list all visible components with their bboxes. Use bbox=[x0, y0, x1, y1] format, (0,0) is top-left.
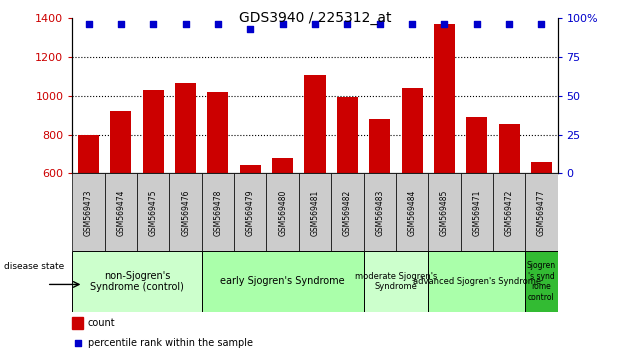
Bar bbox=[169, 173, 202, 251]
Text: GSM569476: GSM569476 bbox=[181, 189, 190, 236]
Bar bbox=[143, 90, 164, 290]
Bar bbox=[331, 173, 364, 251]
Text: GSM569478: GSM569478 bbox=[214, 189, 222, 236]
Bar bbox=[72, 251, 202, 312]
Text: non-Sjogren's
Syndrome (control): non-Sjogren's Syndrome (control) bbox=[90, 270, 184, 292]
Text: GSM569475: GSM569475 bbox=[149, 189, 158, 236]
Bar bbox=[498, 124, 520, 290]
Point bbox=[310, 21, 320, 27]
Bar bbox=[175, 83, 196, 290]
Text: count: count bbox=[88, 318, 115, 329]
Text: GSM569473: GSM569473 bbox=[84, 189, 93, 236]
Bar bbox=[364, 173, 396, 251]
Text: GSM569474: GSM569474 bbox=[117, 189, 125, 236]
Bar bbox=[105, 173, 137, 251]
Bar bbox=[428, 173, 461, 251]
Point bbox=[278, 21, 288, 27]
Bar bbox=[207, 92, 229, 290]
Bar bbox=[299, 173, 331, 251]
Text: GSM569471: GSM569471 bbox=[472, 189, 481, 236]
Point bbox=[472, 21, 482, 27]
Bar bbox=[234, 173, 266, 251]
Bar bbox=[72, 318, 83, 329]
Bar bbox=[266, 173, 299, 251]
Text: GSM569484: GSM569484 bbox=[408, 189, 416, 236]
Bar bbox=[272, 158, 293, 290]
Text: GSM569477: GSM569477 bbox=[537, 189, 546, 236]
Point bbox=[116, 21, 126, 27]
Point bbox=[181, 21, 191, 27]
Bar bbox=[337, 97, 358, 290]
Bar bbox=[72, 173, 105, 251]
Bar bbox=[401, 88, 423, 290]
Bar bbox=[202, 173, 234, 251]
Bar bbox=[240, 165, 261, 290]
Bar bbox=[466, 117, 487, 290]
Bar bbox=[202, 251, 364, 312]
Bar bbox=[396, 173, 428, 251]
Point bbox=[213, 21, 223, 27]
Text: percentile rank within the sample: percentile rank within the sample bbox=[88, 338, 253, 348]
Point bbox=[536, 21, 546, 27]
Text: GSM569485: GSM569485 bbox=[440, 189, 449, 236]
Point bbox=[342, 21, 352, 27]
Text: moderate Sjogren's
Syndrome: moderate Sjogren's Syndrome bbox=[355, 272, 437, 291]
Text: GSM569482: GSM569482 bbox=[343, 189, 352, 235]
Bar bbox=[461, 173, 493, 251]
Bar bbox=[525, 251, 558, 312]
Text: disease state: disease state bbox=[4, 262, 64, 271]
Point bbox=[72, 341, 83, 346]
Bar bbox=[531, 162, 552, 290]
Text: GSM569472: GSM569472 bbox=[505, 189, 513, 236]
Point bbox=[84, 21, 94, 27]
Bar bbox=[137, 173, 169, 251]
Point bbox=[148, 21, 158, 27]
Bar bbox=[525, 173, 558, 251]
Bar bbox=[78, 135, 99, 290]
Point bbox=[375, 21, 385, 27]
Bar bbox=[428, 251, 525, 312]
Text: advanced Sjogren's Syndrome: advanced Sjogren's Syndrome bbox=[413, 277, 541, 286]
Point bbox=[504, 21, 514, 27]
Bar bbox=[369, 119, 390, 290]
Point bbox=[407, 21, 417, 27]
Bar bbox=[110, 111, 132, 290]
Bar bbox=[493, 173, 525, 251]
Bar bbox=[364, 251, 428, 312]
Text: GSM569479: GSM569479 bbox=[246, 189, 255, 236]
Text: GSM569480: GSM569480 bbox=[278, 189, 287, 236]
Text: early Sjogren's Syndrome: early Sjogren's Syndrome bbox=[220, 276, 345, 286]
Bar bbox=[304, 75, 326, 290]
Text: GDS3940 / 225312_at: GDS3940 / 225312_at bbox=[239, 11, 391, 25]
Point bbox=[439, 21, 449, 27]
Text: GSM569481: GSM569481 bbox=[311, 189, 319, 235]
Point bbox=[245, 26, 255, 32]
Text: Sjogren
's synd
rome
control: Sjogren 's synd rome control bbox=[527, 261, 556, 302]
Bar bbox=[434, 23, 455, 290]
Text: GSM569483: GSM569483 bbox=[375, 189, 384, 236]
